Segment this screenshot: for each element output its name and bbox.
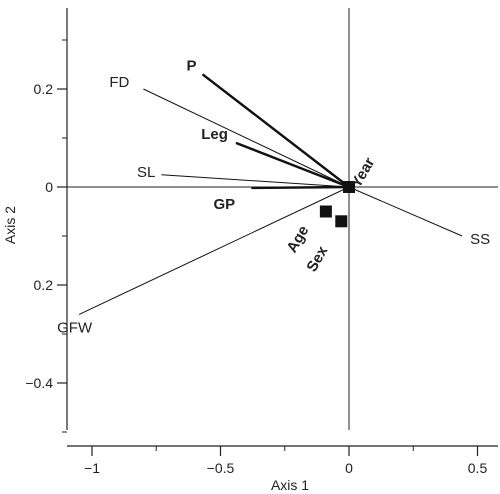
y-tick-label: 0.2: [34, 81, 54, 97]
x-tick-label: −1: [84, 460, 100, 476]
point-year: [343, 181, 355, 193]
point-age: [319, 205, 332, 218]
point-label-sex: Sex: [303, 243, 331, 275]
x-tick-label: 0: [345, 460, 353, 476]
axes: 0.2 0 0.2 −0.4 −1 −0.5 0 0.5 Axis 1 Axis 2: [2, 8, 498, 493]
point-label-year: Year: [348, 155, 379, 191]
point-markers: [319, 181, 355, 228]
vector-leg: [235, 141, 350, 189]
vector-fd: [143, 88, 350, 188]
y-tick-label: −0.4: [25, 375, 53, 391]
vector-lines: [78, 73, 463, 315]
vector-sl: [161, 174, 350, 188]
y-tick-label: 0.2: [34, 277, 54, 293]
point-label-age: Age: [284, 223, 313, 256]
y-tick-label: 0: [45, 179, 53, 195]
vector-label-sl: SL: [137, 164, 155, 181]
y-axis-title: Axis 2: [2, 206, 18, 244]
vector-label-fd: FD: [109, 74, 129, 91]
vector-label-p: P: [186, 57, 196, 74]
point-sex: [335, 215, 348, 228]
vector-gfw: [78, 186, 350, 315]
vector-gp: [251, 185, 350, 190]
vector-label-gfw: GFW: [57, 319, 93, 336]
vector-label-gp: GP: [213, 196, 235, 213]
x-axis-title: Axis 1: [271, 477, 309, 493]
x-tick-label: 0.5: [468, 460, 488, 476]
vector-p: [201, 73, 350, 188]
vector-ss: [348, 186, 463, 237]
vector-label-leg: Leg: [201, 126, 228, 143]
x-tick-label: −0.5: [207, 460, 235, 476]
vector-label-ss: SS: [470, 231, 490, 248]
